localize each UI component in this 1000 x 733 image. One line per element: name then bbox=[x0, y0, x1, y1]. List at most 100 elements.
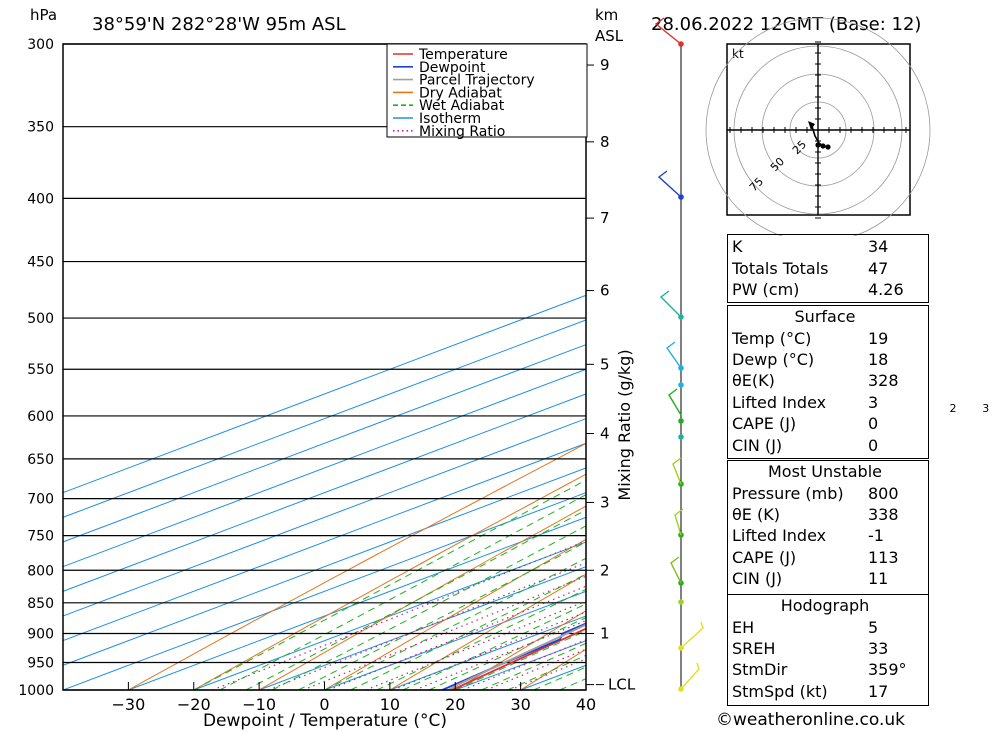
hodograph-stat-value: 5 bbox=[868, 617, 879, 637]
datetime-title: 28.06.2022 12GMT (Base: 12) bbox=[651, 14, 921, 35]
x-tick-label: 30 bbox=[510, 695, 530, 714]
index-value: 4.26 bbox=[868, 279, 904, 299]
wind-level-dot bbox=[678, 599, 684, 605]
most-unstable-key: Lifted Index bbox=[732, 526, 827, 546]
pressure-tick-label: 850 bbox=[27, 596, 54, 612]
pressure-tick-label: 450 bbox=[27, 255, 54, 271]
index-key: K bbox=[732, 237, 743, 257]
wind-barb-icon bbox=[666, 341, 682, 369]
wind-barb-icon bbox=[680, 662, 700, 690]
hodograph-stat-row: StmDir 359° bbox=[728, 659, 922, 680]
pressure-tick-label: 750 bbox=[27, 529, 54, 545]
pressure-tick-label: 900 bbox=[27, 626, 54, 642]
hodograph-unit-label: kt bbox=[732, 47, 744, 61]
wind-barb-icon bbox=[654, 17, 682, 45]
km-tick-label: 1 bbox=[600, 624, 610, 642]
mixing-ratio-label: 2 bbox=[950, 402, 957, 415]
legend-entry: Temperature bbox=[418, 47, 508, 63]
mixing-ratio-line bbox=[328, 585, 586, 690]
most-unstable-key: CIN (J) bbox=[732, 569, 783, 589]
dry-adiabat-line bbox=[978, 44, 1000, 690]
index-value: 34 bbox=[868, 237, 889, 257]
pressure-tick-label: 600 bbox=[27, 409, 54, 425]
most-unstable-row: θE (K) 338 bbox=[728, 504, 922, 525]
index-key: PW (cm) bbox=[732, 279, 800, 299]
legend-entry: Wet Adiabat bbox=[419, 98, 505, 114]
surface-value: 328 bbox=[868, 371, 899, 391]
km-tick-label: 2 bbox=[600, 561, 610, 579]
surface-box: Surface Temp (°C) 19 Dewp (°C) 18 θE(K) 328 Lif… bbox=[727, 305, 929, 459]
wind-barb-icon bbox=[672, 457, 682, 485]
x-tick-label: −30 bbox=[111, 695, 145, 714]
mixing-ratio-label: 3 bbox=[982, 402, 989, 415]
most-unstable-table: Most Unstable Pressure (mb) 800 θE (K) 338 Li… bbox=[728, 461, 922, 590]
isotherm-line bbox=[63, 319, 586, 518]
x-tick-label: 40 bbox=[576, 695, 596, 714]
most-unstable-row: Pressure (mb) 800 bbox=[728, 482, 922, 503]
pressure-tick-label: 950 bbox=[27, 655, 54, 671]
plot-frame bbox=[62, 43, 587, 691]
asl-unit-label: ASL bbox=[595, 27, 624, 45]
pressure-tick-label: 800 bbox=[27, 563, 54, 579]
storm-motion-marker bbox=[808, 121, 815, 130]
wind-level-dot bbox=[678, 382, 684, 388]
legend-entry: Dewpoint bbox=[419, 60, 486, 76]
isotherm-line bbox=[128, 516, 586, 690]
surface-key: Temp (°C) bbox=[732, 328, 812, 348]
index-row: K 34 bbox=[728, 236, 922, 257]
pressure-tick-label: 350 bbox=[27, 120, 54, 136]
pressure-tick-label: 400 bbox=[27, 191, 54, 207]
most-unstable-title: Most Unstable bbox=[768, 462, 882, 482]
wet-adiabat-line bbox=[402, 603, 586, 690]
x-tick-label: 10 bbox=[380, 695, 400, 714]
lcl-label: LCL bbox=[608, 676, 636, 694]
dry-adiabat-line bbox=[258, 505, 586, 690]
surface-table: Surface Temp (°C) 19 Dewp (°C) 18 θE(K) 328 Lif… bbox=[728, 306, 922, 456]
wet-adiabat-line bbox=[428, 617, 586, 690]
surface-key: Dewp (°C) bbox=[732, 349, 815, 369]
parcel-trajectory-line bbox=[448, 623, 586, 690]
surface-key: Lifted Index bbox=[732, 392, 827, 412]
km-tick-label: 7 bbox=[600, 209, 610, 227]
hodograph-point bbox=[825, 144, 831, 150]
wind-barb-icon bbox=[674, 508, 684, 536]
mixing-ratio-line bbox=[302, 575, 586, 690]
temperature-line bbox=[451, 627, 586, 690]
surface-value: 19 bbox=[868, 328, 889, 348]
mixing-ratio-line bbox=[268, 562, 586, 690]
wet-adiabat-line bbox=[298, 541, 586, 690]
surface-key: CIN (J) bbox=[732, 435, 783, 455]
surface-value: 3 bbox=[868, 392, 879, 412]
km-tick-label: 8 bbox=[600, 133, 610, 151]
hodograph-table: Hodograph EH 5 SREH 33 StmDir 359° StmSpd (kt) 1… bbox=[728, 595, 922, 702]
credit-text: ©weatheronline.co.uk bbox=[716, 710, 906, 730]
surface-value: 18 bbox=[868, 349, 889, 369]
surface-title: Surface bbox=[794, 307, 856, 327]
pressure-tick-label: 1000 bbox=[18, 683, 54, 699]
surface-key: θE(K) bbox=[732, 371, 775, 391]
most-unstable-key: θE (K) bbox=[732, 504, 780, 524]
surface-title-row: Surface bbox=[728, 306, 922, 327]
wind-barb-icon bbox=[659, 290, 682, 318]
hodograph-stat-title-row: Hodograph bbox=[728, 595, 922, 616]
hodograph-stat-value: 359° bbox=[868, 660, 907, 680]
hodograph-stat-title: Hodograph bbox=[780, 596, 870, 616]
most-unstable-row: Lifted Index -1 bbox=[728, 525, 922, 546]
wind-level-dot bbox=[678, 418, 684, 424]
wet-adiabat-line bbox=[324, 557, 586, 690]
indices-box: K 34 Totals Totals 47 PW (cm) 4.26 bbox=[727, 234, 929, 303]
km-tick-label: 6 bbox=[600, 282, 610, 300]
surface-row: CIN (J) 0 bbox=[728, 434, 922, 455]
surface-row: θE(K) 328 bbox=[728, 370, 922, 391]
km-tick-label: 5 bbox=[600, 355, 610, 373]
x-axis-label: Dewpoint / Temperature (°C) bbox=[203, 711, 447, 731]
index-row: PW (cm) 4.26 bbox=[728, 279, 922, 300]
isotherm-line bbox=[258, 566, 586, 690]
most-unstable-value: 800 bbox=[868, 483, 899, 503]
surface-row: CAPE (J) 0 bbox=[728, 413, 922, 434]
most-unstable-key: Pressure (mb) bbox=[732, 483, 844, 503]
mixing-ratio-axis-label: Mixing Ratio (g/kg) bbox=[615, 349, 634, 500]
dry-adiabat-line bbox=[324, 538, 586, 690]
legend-entry: Dry Adiabat bbox=[419, 85, 502, 101]
surface-value: 0 bbox=[868, 414, 879, 434]
